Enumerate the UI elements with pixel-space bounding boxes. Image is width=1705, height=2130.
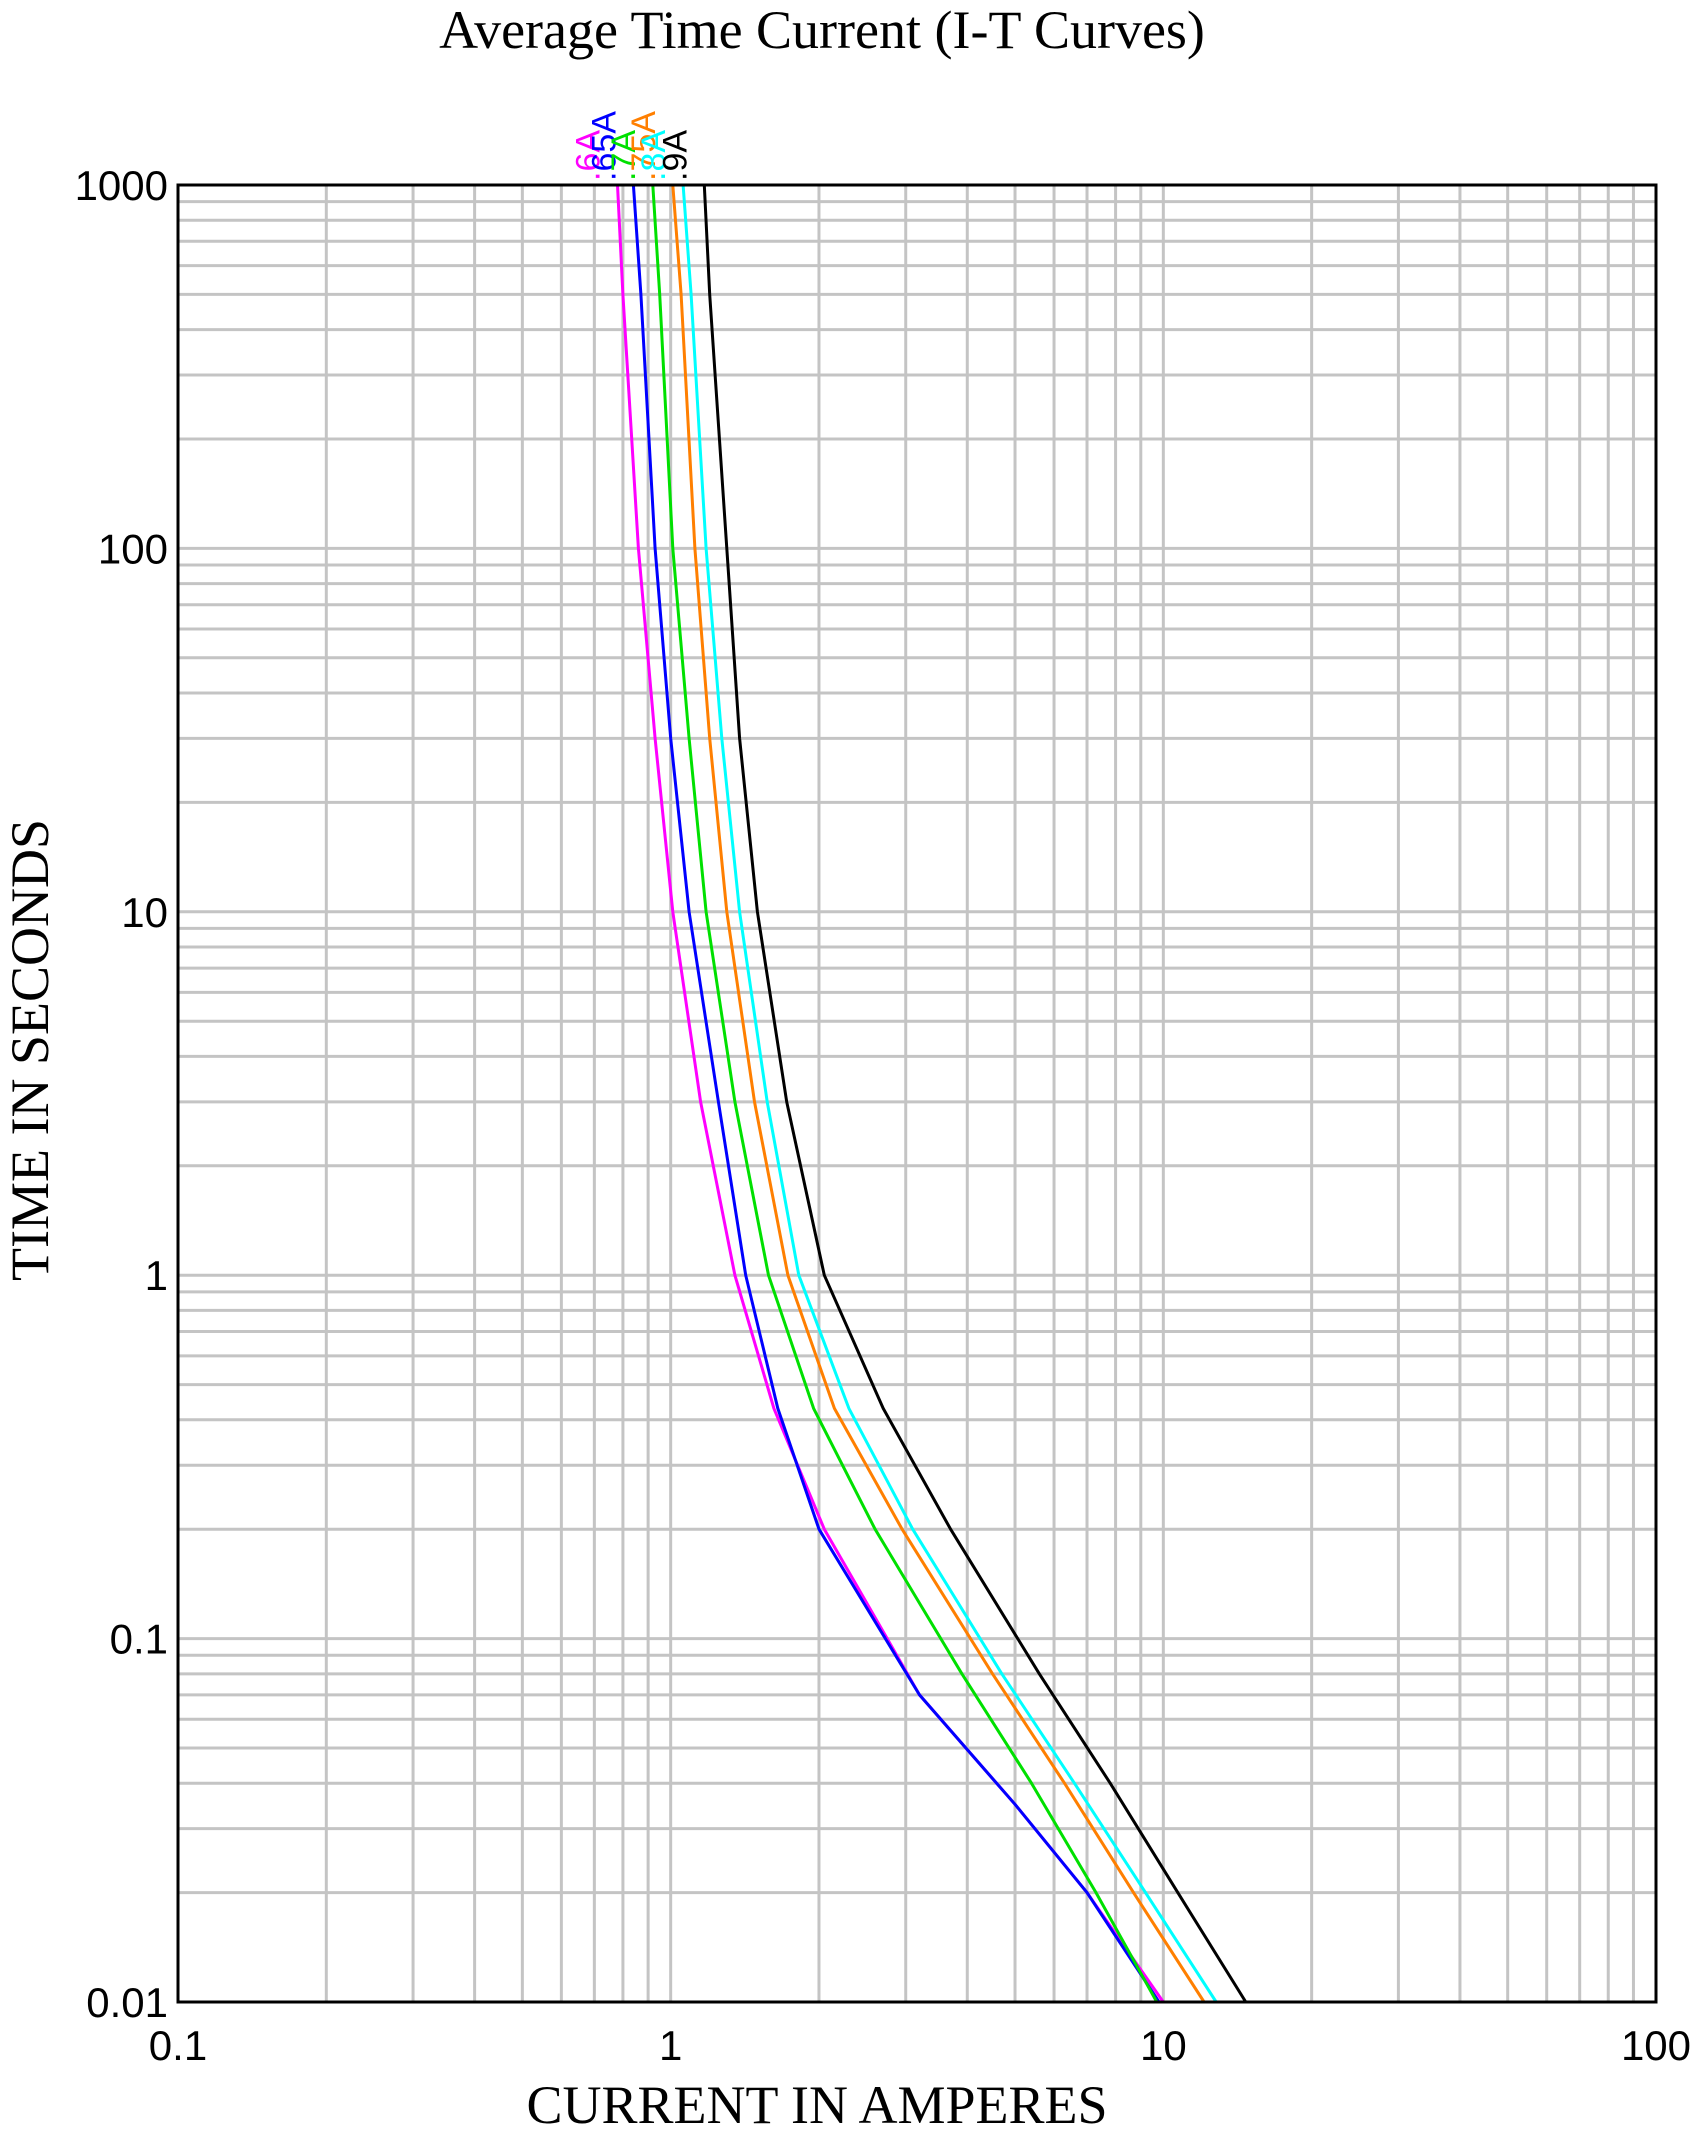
series-line xyxy=(671,184,1206,2003)
x-tick-label: 10 xyxy=(1140,2022,1187,2069)
series-label: .8A xyxy=(635,130,673,181)
y-tick-label: 1000 xyxy=(75,162,168,209)
curves xyxy=(616,184,1248,2003)
series-label: .9A xyxy=(656,130,694,181)
x-tick-label: 1 xyxy=(659,2022,682,2069)
y-tick-label: 0.01 xyxy=(86,1979,168,2026)
series-line xyxy=(651,184,1159,2003)
x-axis-label: CURRENT IN AMPERES xyxy=(526,2075,1107,2130)
series-label: .6A xyxy=(570,130,608,181)
y-tick-label: 10 xyxy=(121,889,168,936)
y-tick-label: 0.1 xyxy=(110,1616,168,1663)
y-axis-label: TIME IN SECONDS xyxy=(0,819,60,1281)
x-tick-label: 0.1 xyxy=(149,2022,207,2069)
grid xyxy=(178,185,1656,2002)
chart-title: Average Time Current (I-T Curves) xyxy=(439,0,1205,60)
y-tick-label: 100 xyxy=(98,525,168,572)
x-tick-labels: 0.1 1 10 100 xyxy=(149,2022,1691,2069)
plot-frame xyxy=(176,183,1658,2004)
series-label: .75A xyxy=(625,111,663,181)
curve-labels: .6A.65A.7A.75A.8A.9A xyxy=(570,111,695,181)
x-tick-label: 100 xyxy=(1621,2022,1691,2069)
series-label: .7A xyxy=(605,130,643,181)
series-line xyxy=(631,184,1161,2003)
series-label: .65A xyxy=(585,111,623,181)
y-tick-label: 1 xyxy=(145,1252,168,1299)
series-line xyxy=(702,184,1248,2003)
series-line xyxy=(681,184,1218,2003)
y-tick-labels: 0.01 0.1 1 10 100 1000 xyxy=(75,162,168,2026)
